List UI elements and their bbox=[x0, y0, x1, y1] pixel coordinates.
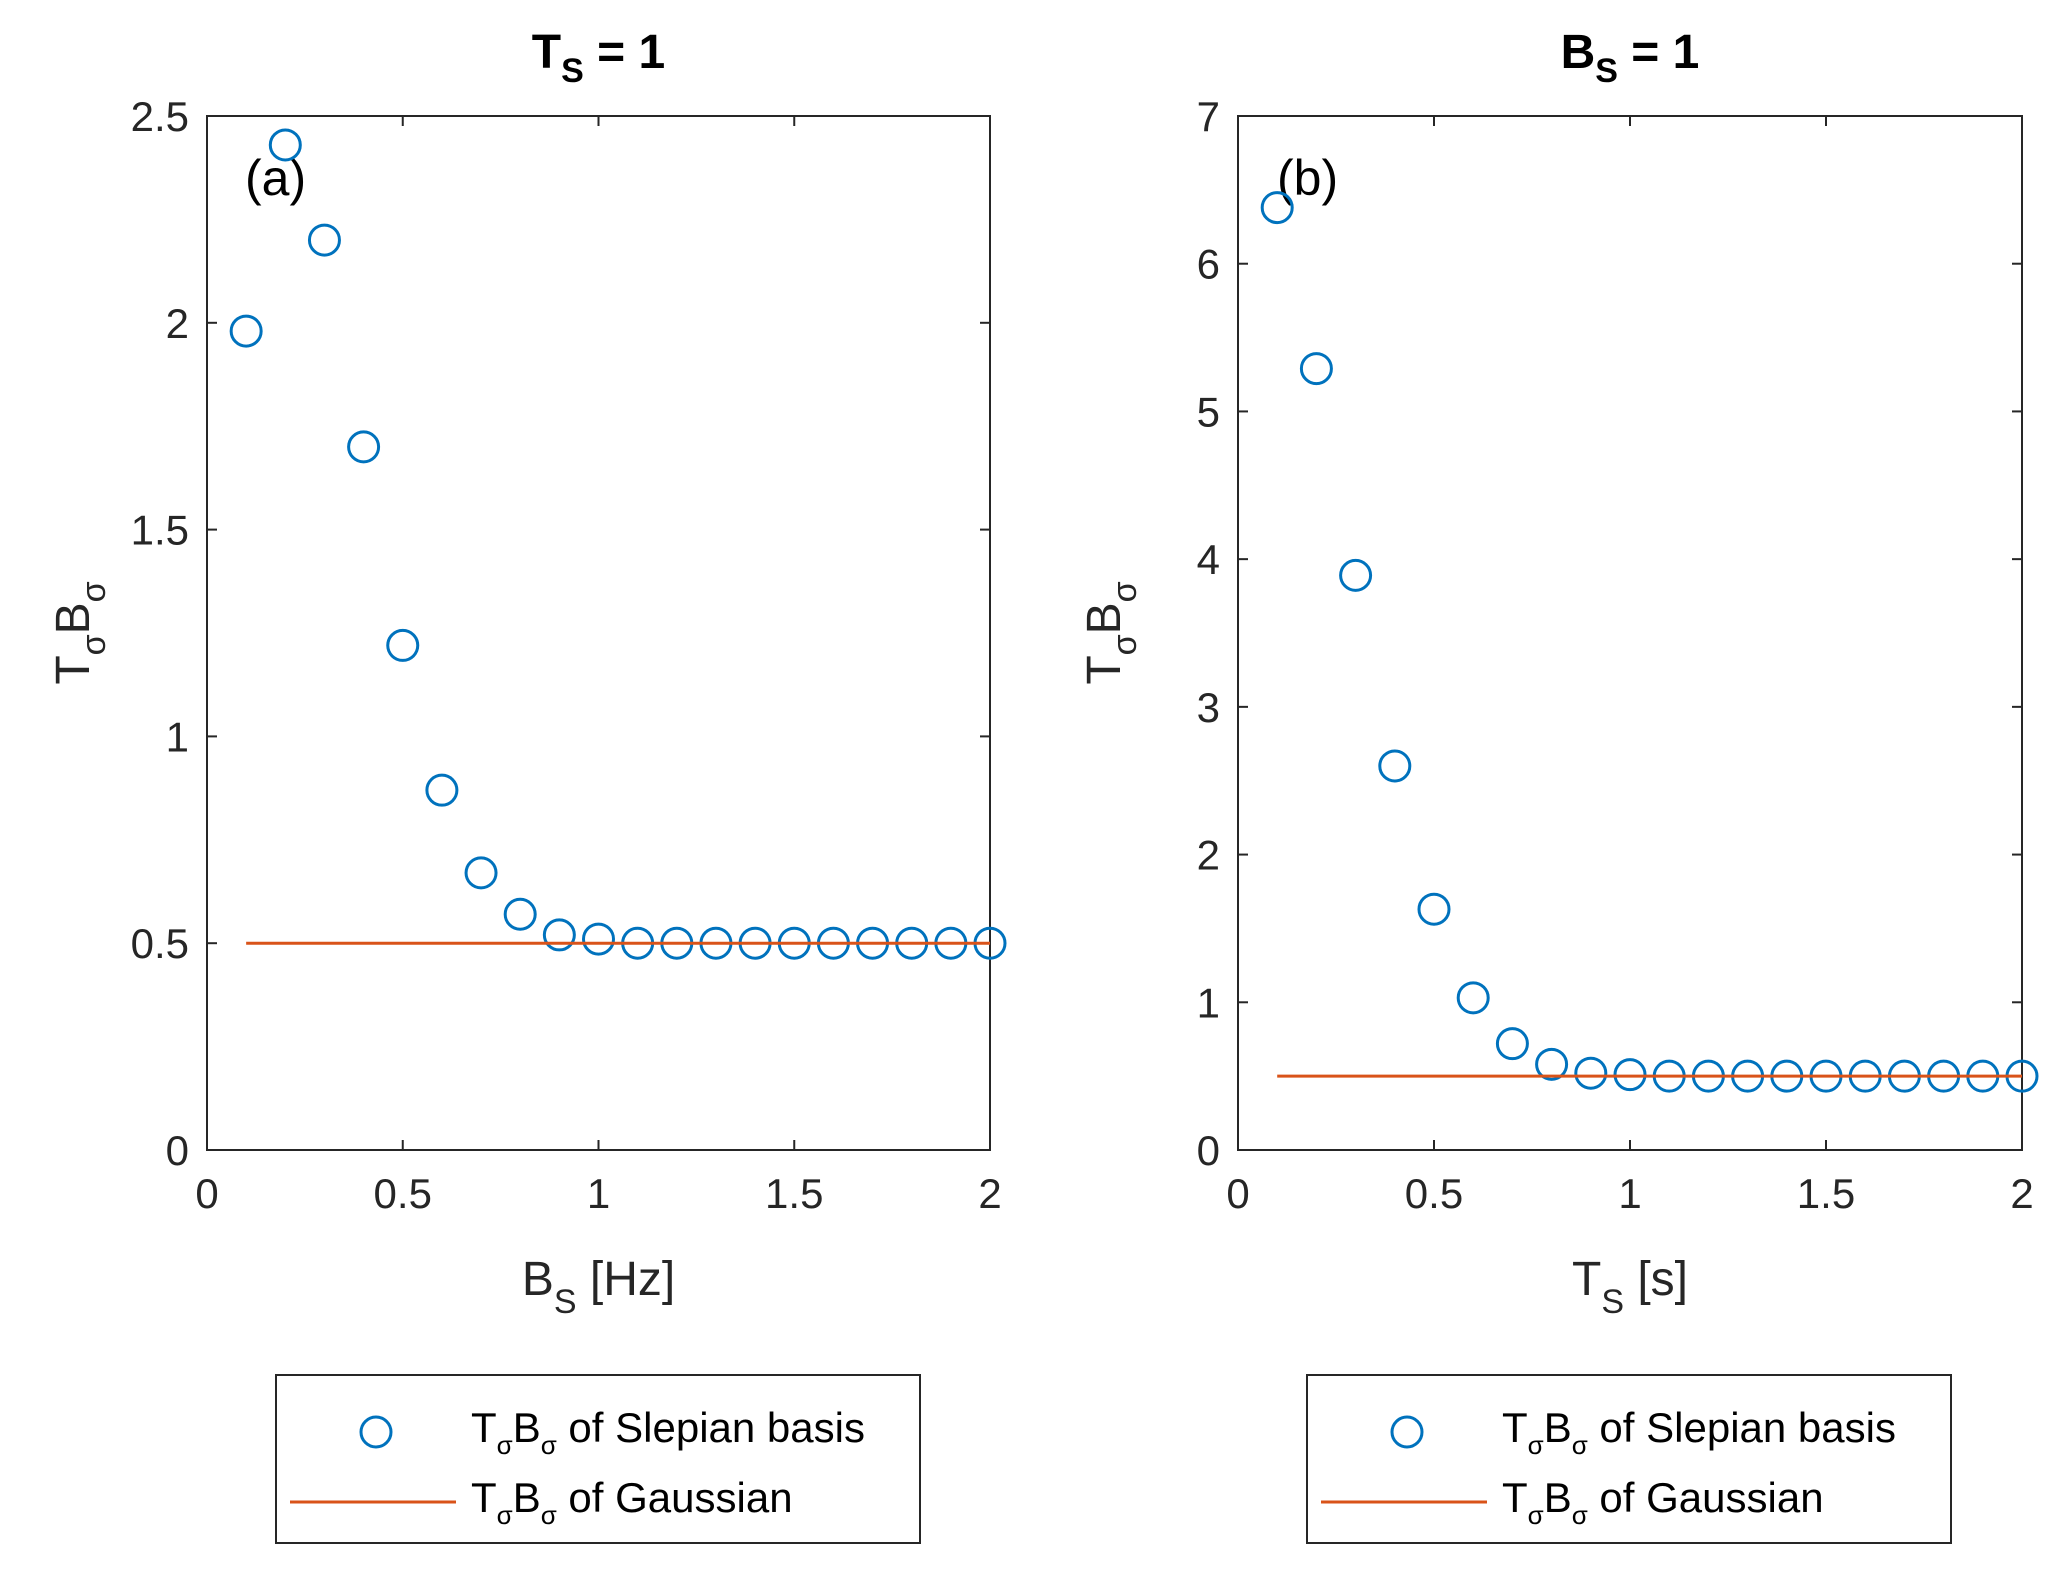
y-axis-label: TσBσ bbox=[1078, 581, 1144, 684]
data-point bbox=[1260, 191, 1294, 225]
chart-panel-b: 0 0.5 1 1.5 2 0 1 2 3 4 5 6 7 BS = 1 TS [s] TσBσ (b) TσBσ… bbox=[1078, 26, 2039, 1544]
legend-label: TσBσ of Gaussian bbox=[471, 1474, 793, 1530]
y-tick-label: 1.5 bbox=[131, 507, 189, 554]
legend-marker-circle bbox=[1390, 1415, 1424, 1449]
x-tick-label: 2 bbox=[2010, 1170, 2033, 1217]
x-tick-label: 2 bbox=[978, 1170, 1001, 1217]
legend-label: TσBσ of Slepian basis bbox=[1502, 1404, 1896, 1460]
y-tick-label: 2 bbox=[1197, 832, 1220, 879]
y-tick-label: 2.5 bbox=[131, 93, 189, 140]
legend-box bbox=[275, 1374, 921, 1544]
data-point bbox=[1339, 558, 1373, 592]
chart-title: BS = 1 bbox=[1561, 26, 1700, 90]
data-point bbox=[425, 773, 459, 807]
x-tick-label: 0.5 bbox=[1405, 1170, 1463, 1217]
data-point bbox=[582, 922, 615, 956]
data-point bbox=[1574, 1056, 1608, 1090]
y-tick-label: 0 bbox=[166, 1127, 189, 1174]
plot-frame bbox=[1237, 115, 2023, 1151]
legend-box bbox=[1306, 1374, 1952, 1544]
data-point bbox=[347, 430, 381, 464]
data-point bbox=[1535, 1047, 1569, 1081]
data-point bbox=[464, 856, 498, 890]
x-tick-label: 0 bbox=[1226, 1170, 1249, 1217]
y-tick-label: 2 bbox=[166, 300, 189, 347]
data-point bbox=[268, 128, 302, 162]
x-tick-label: 1.5 bbox=[1797, 1170, 1855, 1217]
legend: TσBσ of Slepian basis TσBσ of Gaussian bbox=[275, 1374, 921, 1544]
y-tick-label: 0.5 bbox=[131, 920, 189, 967]
y-tick-label: 1 bbox=[166, 713, 189, 760]
data-point bbox=[386, 628, 420, 662]
panel-label: (a) bbox=[245, 150, 306, 206]
data-point bbox=[503, 897, 537, 931]
y-tick-label: 1 bbox=[1197, 979, 1220, 1026]
data-point bbox=[307, 223, 341, 257]
y-tick-label: 6 bbox=[1197, 241, 1220, 288]
data-point bbox=[542, 918, 576, 952]
y-tick-label: 3 bbox=[1197, 684, 1220, 731]
x-axis-label: TS [s] bbox=[1572, 1253, 1688, 1321]
x-tick-label: 1 bbox=[587, 1170, 610, 1217]
legend-marker-circle bbox=[359, 1415, 393, 1449]
plot-frame bbox=[206, 115, 991, 1151]
legend: TσBσ of Slepian basis TσBσ of Gaussian bbox=[1306, 1374, 1952, 1544]
y-tick-label: 5 bbox=[1197, 388, 1220, 435]
data-point bbox=[1417, 892, 1451, 926]
chart-panel-a: 0 0.5 1 1.5 2 0 0.5 1 1.5 2 2.5 TS = 1 BS [Hz] TσBσ (a… bbox=[47, 26, 1007, 1544]
x-tick-label: 0.5 bbox=[374, 1170, 432, 1217]
y-tick-label: 0 bbox=[1197, 1127, 1220, 1174]
y-tick-label: 7 bbox=[1197, 93, 1220, 140]
x-tick-label: 1 bbox=[1618, 1170, 1641, 1217]
y-tick-label: 4 bbox=[1197, 536, 1220, 583]
y-axis-label: TσBσ bbox=[47, 581, 113, 684]
chart-title: TS = 1 bbox=[532, 26, 665, 90]
data-point bbox=[1378, 749, 1412, 783]
legend-label: TσBσ of Gaussian bbox=[1502, 1474, 1824, 1530]
data-point bbox=[229, 314, 263, 348]
data-point bbox=[1495, 1027, 1529, 1061]
legend-label: TσBσ of Slepian basis bbox=[471, 1404, 865, 1460]
x-axis-label: BS [Hz] bbox=[522, 1253, 675, 1321]
x-tick-label: 1.5 bbox=[765, 1170, 823, 1217]
x-tick-label: 0 bbox=[195, 1170, 218, 1217]
panel-label: (b) bbox=[1277, 150, 1338, 206]
data-point bbox=[1456, 981, 1490, 1015]
data-point bbox=[1299, 352, 1333, 386]
